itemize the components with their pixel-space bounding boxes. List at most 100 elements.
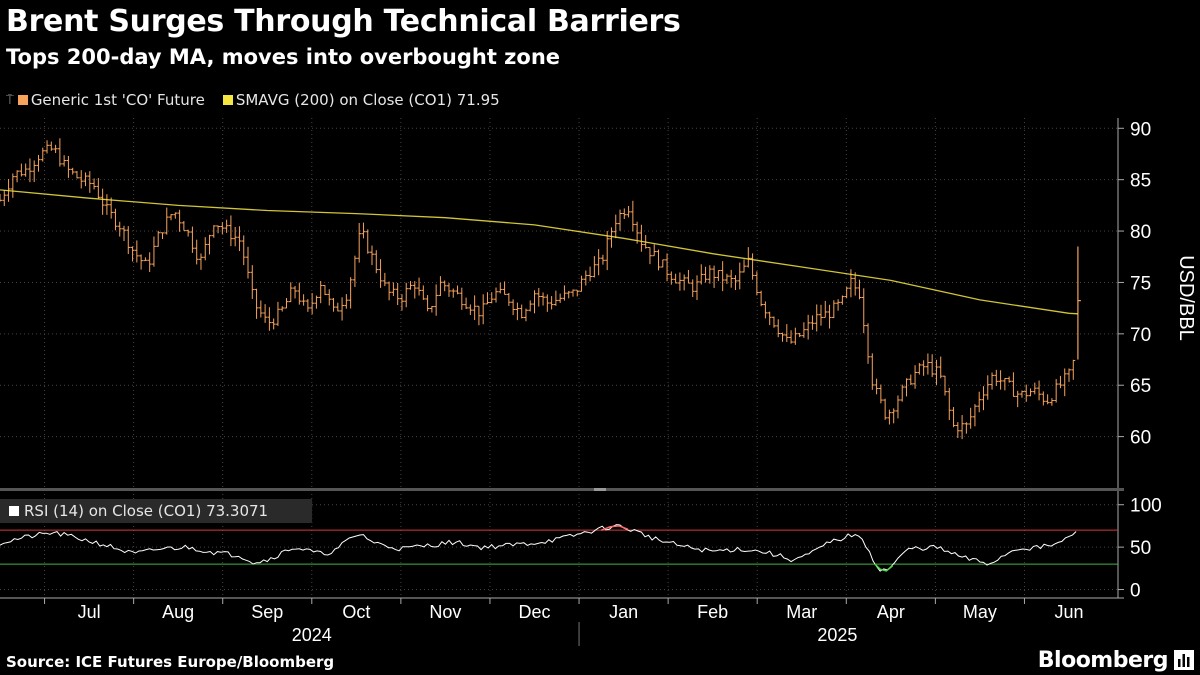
ohlc-bar [754, 271, 759, 296]
ohlc-bar [724, 273, 729, 284]
ohlc-bar [250, 265, 255, 299]
ohlc-bar [134, 240, 139, 263]
ohlc-bar [784, 324, 789, 343]
ohlc-bar [297, 282, 302, 305]
source-note: Source: ICE Futures Europe/Bloomberg [6, 653, 335, 671]
month-tick-label: Apr [877, 602, 905, 622]
ohlc-bar [0, 193, 2, 202]
month-tick-label: Dec [518, 602, 550, 622]
ohlc-bar [776, 319, 781, 338]
ohlc-bar [254, 288, 259, 319]
ohlc-bar [712, 265, 717, 288]
ohlc-bar [335, 302, 340, 312]
ohlc-bar [707, 265, 712, 284]
ohlc-bar [207, 234, 212, 255]
rsi-y-tick-label: 0 [1130, 581, 1141, 602]
ohlc-bar [541, 292, 546, 306]
ohlc-bar [1062, 368, 1067, 397]
ohlc-bar [498, 282, 503, 294]
ohlc-bar [998, 370, 1003, 390]
ohlc-bar [1019, 390, 1024, 398]
ohlc-bar [934, 359, 939, 385]
ohlc-bar [481, 294, 486, 325]
ohlc-bar [703, 266, 708, 283]
ohlc-bar [878, 384, 883, 404]
ohlc-bar [382, 272, 387, 287]
ohlc-bar [1007, 376, 1012, 383]
ohlc-bar [870, 353, 875, 390]
ohlc-bar [656, 249, 661, 271]
month-tick-label: Aug [162, 602, 194, 622]
ohlc-bar [92, 178, 97, 190]
ohlc-bar [814, 304, 819, 332]
legend-swatch-smavg [222, 95, 233, 105]
sma-200-line [0, 189, 1078, 315]
legend-item-future: Generic 1st 'CO' Future [14, 91, 205, 109]
ohlc-bar [921, 360, 926, 376]
ohlc-bar [151, 236, 156, 267]
ohlc-bar [19, 163, 24, 177]
ohlc-bar [1071, 359, 1076, 380]
month-tick-label: Sep [251, 602, 283, 622]
ohlc-bar [900, 384, 905, 402]
ohlc-bar [985, 375, 990, 400]
ohlc-bar [558, 293, 563, 303]
ohlc-bar [553, 290, 558, 306]
ohlc-bar [169, 214, 174, 221]
ohlc-bar [32, 160, 37, 183]
ohlc-bar [49, 141, 54, 151]
ohlc-bar [464, 297, 469, 310]
rsi-line [0, 524, 1077, 572]
ohlc-bar [964, 422, 969, 434]
year-label: 2024 [292, 625, 332, 645]
ohlc-bar [246, 246, 251, 279]
ohlc-bar [203, 237, 208, 261]
ohlc-bar [374, 250, 379, 274]
ohlc-bar [652, 244, 657, 257]
ohlc-bar [370, 245, 375, 266]
ohlc-bar [861, 288, 866, 334]
ohlc-bar [917, 363, 922, 375]
ohlc-bar [164, 207, 169, 235]
ohlc-bar [57, 138, 62, 167]
ohlc-bar [771, 316, 776, 328]
month-tick-label: Oct [342, 602, 370, 622]
month-tick-label: Feb [697, 602, 728, 622]
ohlc-bar [797, 332, 802, 338]
ohlc-bar [515, 302, 520, 321]
price-y-tick-label: 70 [1130, 325, 1151, 346]
ohlc-bar [506, 293, 511, 306]
ohlc-bar [904, 378, 909, 397]
ohlc-bar [686, 269, 691, 284]
ohlc-bar [827, 304, 832, 329]
price-y-tick-label: 60 [1130, 428, 1151, 449]
ohlc-bar [271, 318, 276, 330]
ohlc-bar [143, 257, 148, 262]
price-y-tick-label: 75 [1130, 273, 1151, 294]
ohlc-bar [156, 230, 161, 247]
ohlc-bar [378, 259, 383, 288]
ohlc-bar [523, 308, 528, 322]
ohlc-bar [122, 225, 127, 241]
ohlc-bar [677, 272, 682, 291]
ohlc-bar [750, 253, 755, 280]
ohlc-bar [682, 274, 687, 291]
month-tick-label: Mar [786, 602, 817, 622]
ohlc-bar [720, 261, 725, 292]
ohlc-bar [451, 288, 456, 298]
ohlc-bar [759, 290, 764, 307]
ohlc-bar [938, 356, 943, 379]
ohlc-bar [434, 284, 439, 316]
ohlc-bar [344, 294, 349, 309]
ohlc-bar [972, 404, 977, 427]
ohlc-bar [1037, 380, 1042, 401]
ohlc-bar [592, 256, 597, 278]
price-y-tick-label: 90 [1130, 119, 1151, 140]
ohlc-bar [288, 282, 293, 303]
ohlc-bar [836, 299, 841, 311]
ohlc-bar [729, 269, 734, 288]
rsi-y-tick-label: 100 [1130, 496, 1162, 517]
ohlc-bar [545, 294, 550, 312]
y-axis-title: USD/BBL [1175, 255, 1197, 341]
ohlc-bar [626, 205, 631, 218]
